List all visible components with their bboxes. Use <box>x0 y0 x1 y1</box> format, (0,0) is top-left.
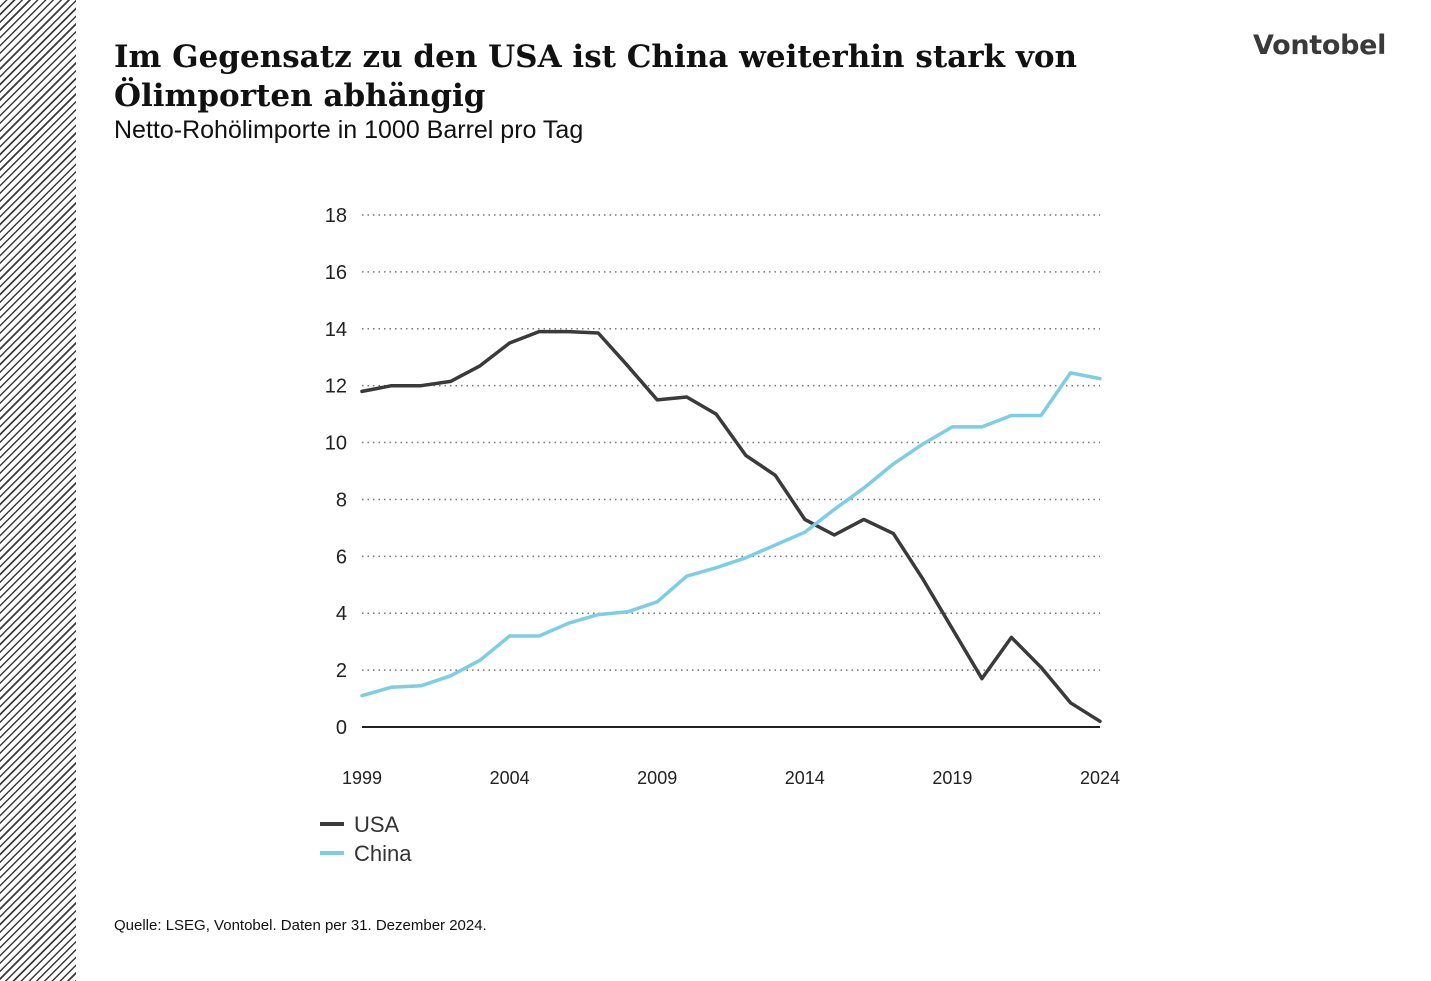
y-tick-label: 12 <box>325 376 347 398</box>
x-tick-label: 2004 <box>490 768 530 788</box>
y-tick-label: 18 <box>325 205 347 227</box>
y-tick-label: 8 <box>336 489 347 511</box>
y-tick-label: 10 <box>325 433 347 455</box>
y-tick-label: 0 <box>336 717 347 739</box>
y-tick-label: 16 <box>325 262 347 284</box>
y-tick-label: 2 <box>336 660 347 682</box>
legend: USA China <box>320 812 412 866</box>
series-line-china <box>360 371 1102 698</box>
grid-layer <box>362 214 1100 728</box>
legend-label-china: China <box>354 841 412 866</box>
source-note: Quelle: LSEG, Vontobel. Daten per 31. De… <box>114 917 487 934</box>
series-layer <box>360 329 1102 724</box>
y-tick-label: 6 <box>336 546 347 568</box>
x-axis-ticks: 1999 2004 2009 2014 2019 2024 <box>342 768 1120 788</box>
y-tick-label: 14 <box>325 319 347 341</box>
x-tick-label: 2024 <box>1080 768 1120 788</box>
x-tick-label: 1999 <box>342 768 382 788</box>
legend-label-usa: USA <box>354 812 400 837</box>
y-tick-label: 4 <box>336 603 347 625</box>
vontobel-logo: Vontobel <box>1253 30 1387 61</box>
x-tick-label: 2014 <box>785 768 825 788</box>
chart-subtitle: Netto-Rohölimporte in 1000 Barrel pro Ta… <box>114 116 584 144</box>
chart-title: Im Gegensatz zu den USA ist China weiter… <box>114 39 1078 114</box>
x-tick-label: 2019 <box>932 768 972 788</box>
x-tick-label: 2009 <box>637 768 677 788</box>
hatched-side-band <box>0 0 76 981</box>
y-axis-ticks: 0 2 4 6 8 10 12 14 16 18 <box>325 205 347 739</box>
series-line-usa <box>360 329 1102 724</box>
